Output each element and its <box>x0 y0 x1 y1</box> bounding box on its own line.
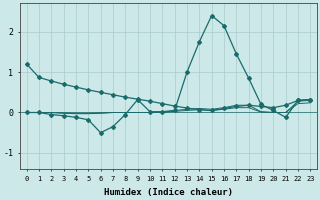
X-axis label: Humidex (Indice chaleur): Humidex (Indice chaleur) <box>104 188 233 197</box>
